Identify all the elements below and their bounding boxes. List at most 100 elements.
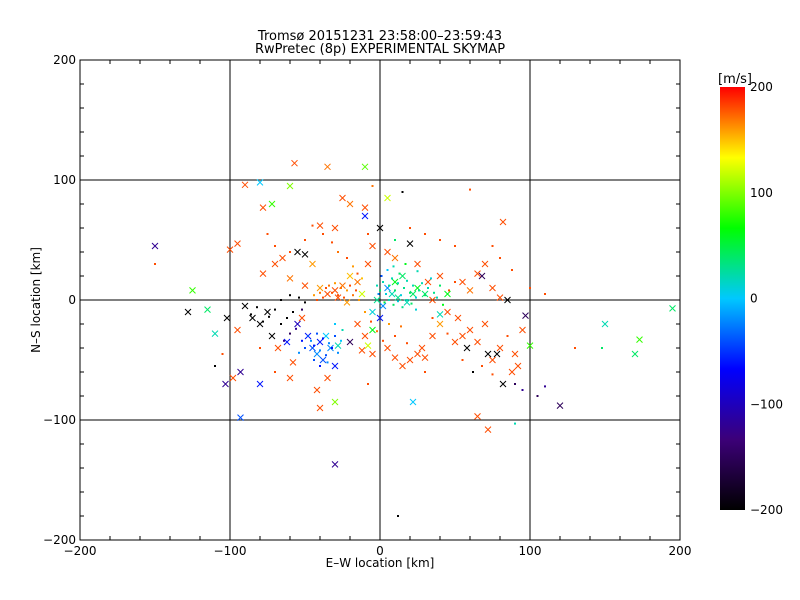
data-point-dot — [316, 332, 318, 335]
colorbar-tick-label: 0 — [750, 292, 758, 306]
data-point-dot — [346, 289, 348, 292]
data-point-dot — [250, 313, 252, 316]
data-point-dot — [334, 335, 336, 337]
data-point-dot — [316, 299, 318, 301]
data-point-dot — [334, 323, 336, 325]
data-point-x — [286, 182, 294, 190]
data-point-dot — [268, 315, 270, 318]
data-point-x — [489, 284, 496, 292]
data-point-dot — [298, 296, 300, 299]
data-point-dot — [311, 224, 314, 227]
data-point-dot — [394, 239, 396, 241]
data-point-dot — [370, 320, 372, 323]
data-point-x — [324, 290, 331, 298]
data-point-dot — [601, 347, 603, 349]
data-point-dot — [341, 329, 344, 331]
data-point-dot — [400, 325, 402, 328]
data-point-x — [514, 362, 522, 370]
x-tick-label: 0 — [376, 544, 384, 558]
data-point-x — [414, 350, 421, 358]
colorbar-tick-label: −100 — [750, 397, 783, 411]
data-point-x — [361, 212, 369, 220]
data-point-dot — [221, 353, 224, 355]
data-point-x — [234, 326, 241, 334]
y-tick-label: −100 — [43, 413, 76, 427]
data-point-x — [256, 380, 264, 388]
data-point-x — [316, 284, 324, 292]
data-point-dot — [506, 335, 509, 337]
data-points — [151, 159, 676, 517]
data-point-dot — [304, 301, 306, 304]
data-point-x — [291, 159, 298, 167]
data-point-dot — [286, 317, 288, 319]
data-point-dot — [358, 299, 360, 301]
data-point-x — [451, 338, 459, 346]
data-point-x — [249, 314, 256, 322]
data-point-x — [384, 248, 391, 256]
data-point-dot — [424, 294, 426, 297]
data-point-x — [508, 368, 516, 376]
data-point-x — [343, 299, 351, 306]
x-axis-ticks: −200 −100 0 100 200 — [64, 60, 691, 558]
data-point-x — [459, 278, 466, 286]
data-point-dot — [289, 332, 291, 335]
data-point-dot — [544, 385, 546, 388]
data-point-dot — [536, 395, 539, 397]
data-point-x — [264, 308, 271, 316]
data-point-dot — [325, 287, 327, 289]
data-point-dot — [322, 296, 324, 299]
x-tick-label: −100 — [214, 544, 247, 558]
data-point-dot — [319, 291, 321, 294]
data-point-dot — [385, 293, 387, 295]
data-point-x — [354, 320, 361, 328]
data-point-dot — [364, 311, 366, 313]
data-point-x — [436, 272, 444, 280]
data-point-dot — [514, 383, 516, 385]
data-point-x — [324, 163, 331, 171]
data-point-x — [361, 204, 369, 211]
data-point-dot — [427, 287, 429, 289]
data-point-x — [354, 278, 361, 286]
data-point-dot — [331, 241, 333, 244]
data-point-x — [478, 272, 486, 280]
data-point-dot — [403, 287, 405, 289]
data-point-x — [466, 326, 474, 334]
chart-subtitle: RwPretec (8p) EXPERIMENTAL SKYMAP — [255, 42, 505, 57]
data-point-x — [313, 386, 321, 394]
data-point-x — [429, 296, 436, 304]
data-point-x — [369, 326, 376, 334]
data-point-x — [324, 374, 331, 382]
data-point-x — [526, 342, 534, 349]
x-tick-label: 100 — [519, 544, 542, 558]
data-point-x — [376, 314, 384, 322]
data-point-dot — [491, 245, 494, 247]
data-point-x — [339, 194, 346, 202]
data-point-dot — [406, 342, 408, 345]
data-point-dot — [328, 284, 330, 287]
data-point-x — [499, 218, 507, 226]
data-point-x — [327, 344, 334, 352]
data-point-dot — [439, 239, 441, 241]
data-point-x — [384, 344, 391, 352]
data-point-x — [499, 380, 507, 388]
data-point-dot — [415, 296, 417, 299]
data-point-x — [496, 294, 504, 301]
data-point-x — [289, 359, 297, 366]
data-point-dot — [289, 251, 291, 253]
colorbar-gradient — [720, 87, 745, 510]
data-point-dot — [406, 279, 408, 282]
data-point-x — [399, 362, 406, 370]
data-point-x — [313, 350, 321, 358]
data-point-dot — [343, 296, 345, 299]
data-point-dot — [391, 277, 393, 280]
data-point-dot — [410, 302, 413, 305]
data-point-dot — [491, 373, 494, 376]
data-point-dot — [442, 303, 444, 306]
data-point-x — [358, 290, 366, 298]
data-point-dot — [400, 294, 402, 297]
data-point-x — [294, 248, 301, 256]
data-point-x — [474, 338, 481, 346]
data-point-x — [421, 290, 429, 298]
data-point-dot — [337, 251, 339, 253]
data-point-x — [369, 242, 376, 250]
